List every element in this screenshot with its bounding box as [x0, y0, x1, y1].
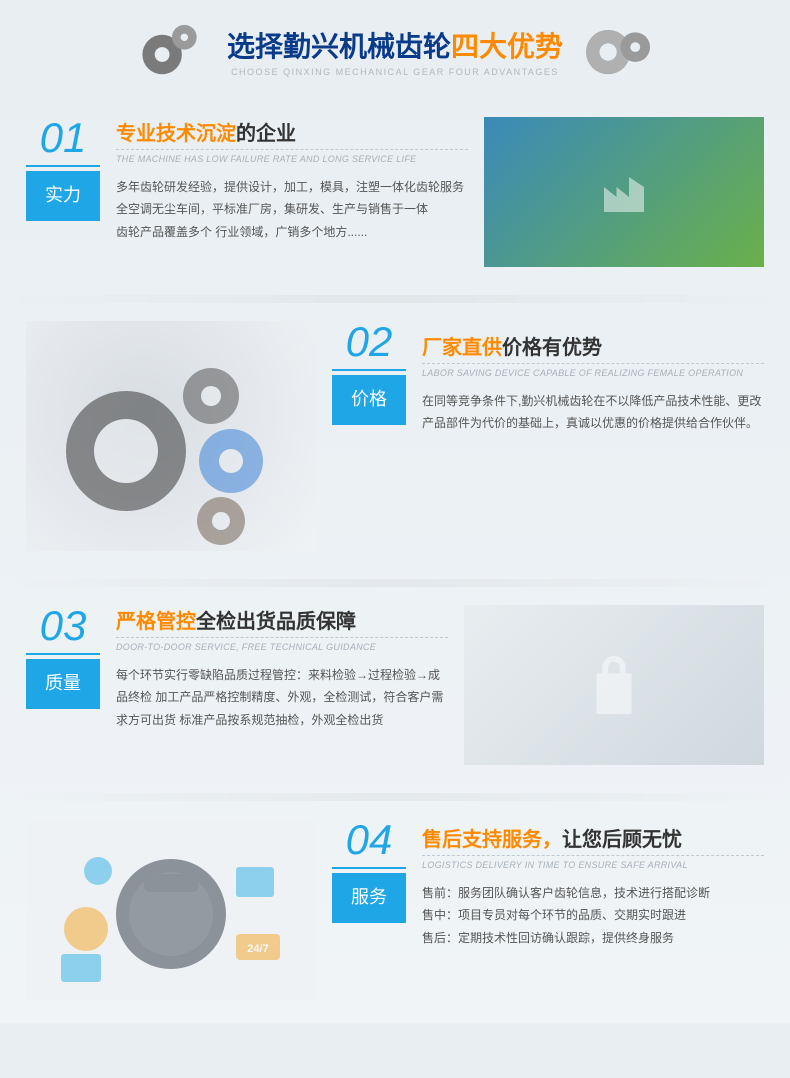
section-01: 01 实力 专业技术沉淀的企业 THE MACHINE HAS LOW FAIL… — [0, 107, 790, 291]
section-02: 02 价格 厂家直供价格有优势 LABOR SAVING DEVICE CAPA… — [0, 311, 790, 575]
section-sub-04: LOGISTICS DELIVERY IN TIME TO ENSURE SAF… — [422, 855, 764, 872]
number-block-03: 03 质量 — [26, 605, 100, 765]
number-label-03: 质量 — [26, 659, 100, 709]
title-accent-03: 严格管控 — [116, 611, 196, 633]
service-graphic-04: 24/7 — [26, 819, 316, 999]
text-block-03: 严格管控全检出货品质保障 DOOR-TO-DOOR SERVICE, FREE … — [116, 605, 448, 765]
section-title-01: 专业技术沉淀的企业 — [116, 117, 468, 146]
image-block-04: 24/7 — [26, 819, 316, 999]
number-block-02: 02 价格 — [332, 321, 406, 551]
svg-text:24/7: 24/7 — [247, 943, 268, 955]
number-block-01: 01 实力 — [26, 117, 100, 267]
page-header: 选择勤兴机械齿轮四大优势 CHOOSE QINXING MECHANICAL G… — [0, 0, 790, 107]
section-sub-03: DOOR-TO-DOOR SERVICE, FREE TECHNICAL GUI… — [116, 637, 448, 654]
number-02: 02 — [332, 321, 406, 371]
factory-photo-01 — [484, 117, 764, 267]
title-accent-01: 专业技术沉淀 — [116, 123, 236, 145]
section-04: 24/7 04 服务 售后支持服务，让您后顾无忧 LOGISTICS DELIV… — [0, 809, 790, 1023]
section-03: 03 质量 严格管控全检出货品质保障 DOOR-TO-DOOR SERVICE,… — [0, 595, 790, 789]
gear-icon-left — [135, 20, 209, 82]
number-label-01: 实力 — [26, 171, 100, 221]
section-sub-02: LABOR SAVING DEVICE CAPABLE OF REALIZING… — [422, 363, 764, 380]
title-rest-03: 全检出货品质保障 — [196, 611, 356, 633]
title-rest-02: 价格有优势 — [502, 337, 602, 359]
number-label-04: 服务 — [332, 873, 406, 923]
section-sub-01: THE MACHINE HAS LOW FAILURE RATE AND LON… — [116, 149, 468, 166]
section-title-02: 厂家直供价格有优势 — [422, 331, 764, 360]
section-body-01: 多年齿轮研发经验，提供设计，加工，模具，注塑一体化齿轮服务 全空调无尘车间，平标… — [116, 176, 468, 244]
text-block-02: 厂家直供价格有优势 LABOR SAVING DEVICE CAPABLE OF… — [422, 321, 764, 551]
section-title-03: 严格管控全检出货品质保障 — [116, 605, 448, 634]
divider — [0, 295, 790, 303]
title-block: 选择勤兴机械齿轮四大优势 CHOOSE QINXING MECHANICAL G… — [227, 25, 563, 77]
title-rest-01: 的企业 — [236, 123, 296, 145]
number-block-04: 04 服务 — [332, 819, 406, 999]
image-block-03 — [464, 605, 764, 765]
text-block-04: 售后支持服务，让您后顾无忧 LOGISTICS DELIVERY IN TIME… — [422, 819, 764, 999]
page-subtitle: CHOOSE QINXING MECHANICAL GEAR FOUR ADVA… — [227, 67, 563, 77]
section-title-04: 售后支持服务，让您后顾无忧 — [422, 823, 764, 852]
number-01: 01 — [26, 117, 100, 167]
text-block-01: 专业技术沉淀的企业 THE MACHINE HAS LOW FAILURE RA… — [116, 117, 468, 267]
page-title: 选择勤兴机械齿轮四大优势 — [227, 25, 563, 65]
divider — [0, 579, 790, 587]
section-body-02: 在同等竞争条件下,勤兴机械齿轮在不以降低产品技术性能、更改产品部件为代价的基础上… — [422, 390, 764, 436]
number-label-02: 价格 — [332, 375, 406, 425]
number-04: 04 — [332, 819, 406, 869]
image-block-01 — [484, 117, 764, 267]
gear-icon-right — [581, 20, 655, 82]
section-body-03: 每个环节实行零缺陷品质过程管控：来料检验→过程检验→成品终检 加工产品严格控制精… — [116, 664, 448, 732]
lab-photo-03 — [464, 605, 764, 765]
number-03: 03 — [26, 605, 100, 655]
title-accent: 四大优势 — [451, 31, 563, 62]
title-accent-02: 厂家直供 — [422, 337, 502, 359]
title-prefix: 选择勤兴机械齿轮 — [227, 31, 451, 62]
divider — [0, 793, 790, 801]
image-block-02 — [26, 321, 316, 551]
section-body-04: 售前：服务团队确认客户齿轮信息，技术进行搭配诊断 售中：项目专员对每个环节的品质… — [422, 882, 764, 950]
title-rest-04: 让您后顾无忧 — [562, 829, 682, 851]
title-accent-04: 售后支持服务， — [422, 829, 562, 851]
gears-photo-02 — [26, 321, 316, 551]
